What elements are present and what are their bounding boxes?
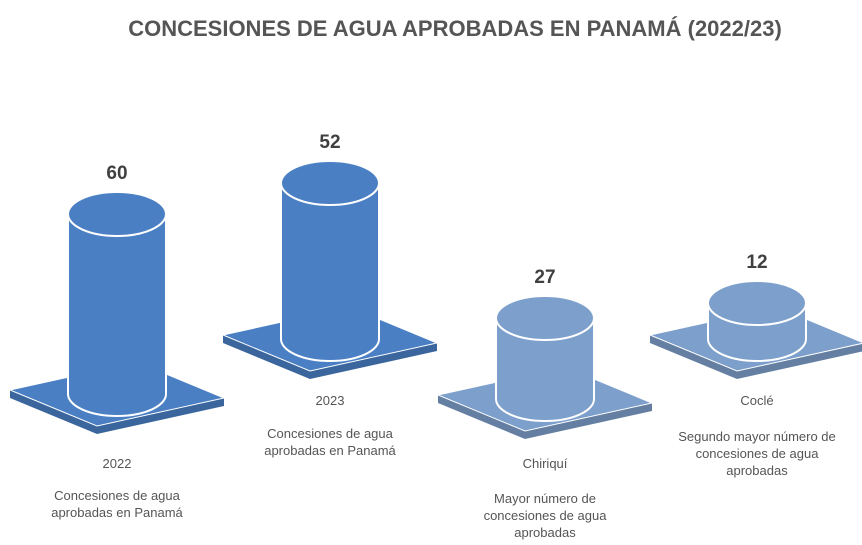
description: Concesiones de agua aprobadas en Panamá — [264, 426, 396, 458]
value-label: 27 — [534, 267, 555, 288]
description: Concesiones de agua aprobadas en Panamá — [51, 488, 183, 520]
category-label: Coclé — [740, 393, 774, 408]
cylinder-top — [495, 295, 595, 341]
description: Segundo mayor número de concesiones de a… — [678, 429, 836, 478]
value-label: 12 — [746, 252, 767, 273]
cylinder-top — [280, 160, 380, 206]
cylinder-top — [67, 191, 167, 237]
plate-edge — [10, 390, 224, 434]
description: Mayor número de concesiones de agua apro… — [483, 491, 607, 540]
category-label: Chiriquí — [522, 456, 568, 471]
cylinder-body — [495, 317, 595, 422]
cylinder-top — [707, 280, 807, 326]
category-label: 2023 — [315, 393, 345, 408]
cylinder-body — [67, 213, 167, 417]
plate-edge — [223, 335, 437, 379]
cylinder-body — [280, 182, 380, 362]
plate-edge — [438, 395, 652, 439]
value-label: 60 — [106, 163, 127, 184]
plate-edge — [650, 335, 862, 379]
chart-title: CONCESIONES DE AGUA APROBADAS EN PANAMÁ … — [128, 16, 782, 41]
value-label: 52 — [319, 132, 340, 153]
category-label: 2022 — [102, 456, 132, 471]
